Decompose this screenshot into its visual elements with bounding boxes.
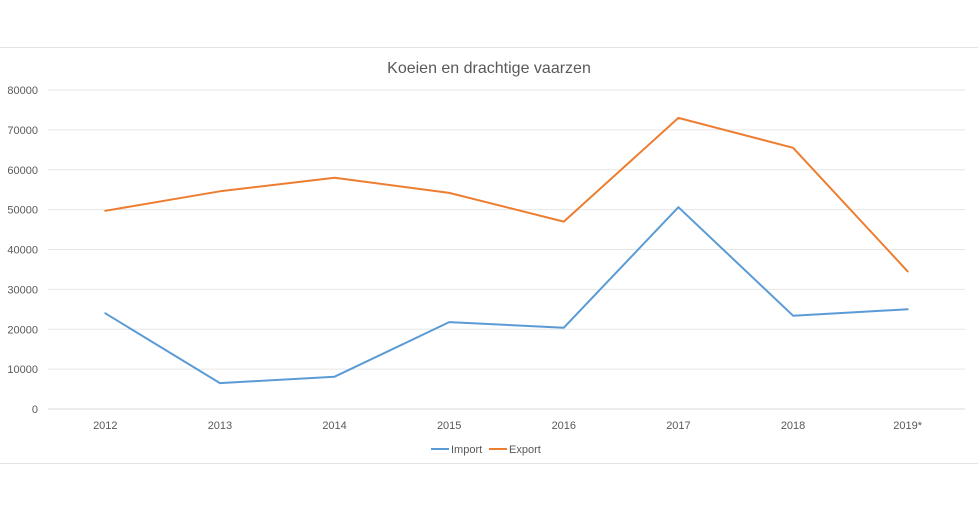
legend: Import Export (431, 444, 541, 456)
gridlines (48, 89, 965, 410)
y-tick-label: 20000 (7, 324, 38, 336)
x-tick-label: 2019* (893, 420, 922, 432)
y-tick-label: 30000 (7, 284, 38, 296)
data-point-export (905, 269, 910, 274)
data-point-import (217, 381, 222, 386)
legend-item-import: Import (431, 444, 482, 456)
data-point-import (447, 320, 452, 325)
legend-label: Import (451, 444, 482, 456)
x-tick-label: 2018 (781, 420, 805, 432)
x-tick-label: 2016 (552, 420, 576, 432)
data-point-import (905, 307, 910, 312)
y-tick-label: 10000 (7, 364, 38, 376)
x-tick-label: 2015 (437, 420, 461, 432)
x-tick-label: 2013 (208, 420, 232, 432)
data-point-export (676, 115, 681, 120)
data-point-export (217, 189, 222, 194)
data-point-export (103, 208, 108, 213)
legend-item-export: Export (489, 444, 541, 456)
legend-label: Export (509, 444, 541, 456)
data-point-import (332, 374, 337, 379)
y-tick-label: 0 (32, 404, 38, 416)
data-point-import (676, 205, 681, 210)
data-point-export (561, 219, 566, 224)
x-tick-label: 2017 (666, 420, 690, 432)
x-tick-label: 2014 (322, 420, 346, 432)
data-point-import (791, 313, 796, 318)
data-point-import (561, 325, 566, 330)
data-point-export (447, 190, 452, 195)
y-tick-label: 70000 (7, 125, 38, 137)
series-lines (103, 115, 910, 386)
y-axis-labels: 0 10000 20000 30000 40000 50000 60000 70000 8000… (7, 85, 38, 416)
data-point-export (791, 145, 796, 150)
chart-frame (0, 47, 978, 464)
series-line-export (104, 116, 909, 273)
data-point-export (332, 175, 337, 180)
y-tick-label: 50000 (7, 205, 38, 217)
y-tick-label: 60000 (7, 165, 38, 177)
y-tick-label: 40000 (7, 245, 38, 257)
x-tick-label: 2012 (93, 420, 117, 432)
y-tick-label: 80000 (7, 85, 38, 97)
data-point-import (103, 311, 108, 316)
x-axis-labels: 2012 2013 2014 2015 2016 2017 2018 2019* (93, 420, 923, 432)
series-line-import (104, 206, 909, 385)
chart-title: Koeien en drachtige vaarzen (387, 60, 591, 77)
